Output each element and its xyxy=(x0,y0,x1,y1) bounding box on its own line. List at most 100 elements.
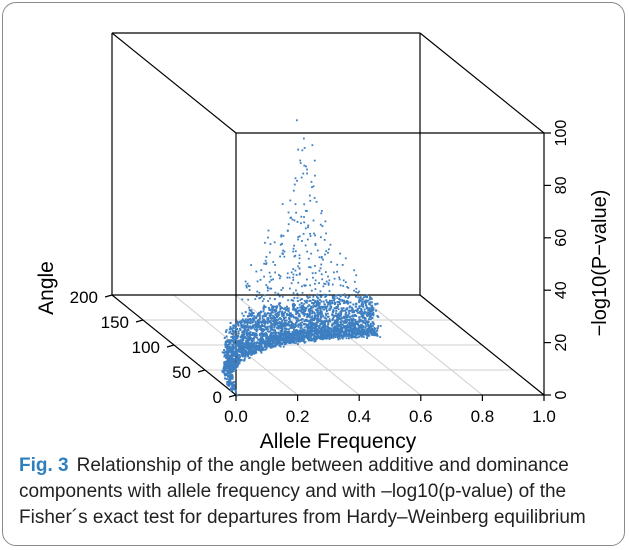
data-point xyxy=(328,318,331,321)
data-point xyxy=(279,304,281,307)
data-point xyxy=(257,322,260,325)
data-point xyxy=(234,336,237,339)
z-axis-label: −log10(P−value) xyxy=(589,190,611,337)
data-point xyxy=(331,313,333,316)
data-point xyxy=(239,322,242,325)
data-point xyxy=(351,331,353,333)
data-point xyxy=(247,285,250,287)
data-point xyxy=(226,383,229,386)
data-point xyxy=(303,341,306,344)
data-point xyxy=(311,309,314,312)
data-point xyxy=(250,326,253,329)
data-point xyxy=(223,372,226,375)
y-tick-label: 100 xyxy=(132,338,160,357)
data-point xyxy=(350,309,353,312)
data-point xyxy=(318,331,321,333)
data-point xyxy=(337,332,340,335)
data-point xyxy=(263,332,266,335)
data-point xyxy=(295,325,297,328)
data-point xyxy=(233,347,236,350)
data-point xyxy=(313,335,316,338)
data-point xyxy=(243,353,246,356)
data-point xyxy=(247,345,250,348)
data-point xyxy=(305,306,308,309)
data-point xyxy=(278,334,280,337)
data-point xyxy=(252,325,254,328)
data-point xyxy=(269,335,272,338)
data-point xyxy=(250,339,253,342)
data-point xyxy=(320,273,323,276)
data-point xyxy=(236,356,239,359)
data-point xyxy=(298,235,301,238)
data-point xyxy=(230,375,233,378)
data-point xyxy=(327,322,330,325)
data-point xyxy=(291,336,294,339)
data-point xyxy=(237,340,239,343)
data-point xyxy=(224,351,227,354)
data-point xyxy=(335,307,338,310)
data-point xyxy=(265,346,268,349)
data-point xyxy=(317,315,320,318)
data-point xyxy=(262,348,265,351)
data-point xyxy=(349,325,352,328)
data-point xyxy=(276,343,279,346)
data-point xyxy=(360,333,363,336)
data-point xyxy=(295,289,297,292)
data-point xyxy=(327,251,329,254)
data-point xyxy=(263,304,266,307)
data-point xyxy=(314,332,317,335)
data-point xyxy=(333,299,336,302)
data-point xyxy=(364,311,367,314)
data-point xyxy=(333,326,336,329)
data-point xyxy=(289,334,291,337)
data-point xyxy=(255,295,258,298)
data-point xyxy=(264,315,266,317)
data-point xyxy=(294,269,297,272)
data-point xyxy=(350,329,353,332)
data-point xyxy=(335,306,338,309)
data-point xyxy=(348,326,351,329)
data-point xyxy=(268,339,271,342)
data-point xyxy=(292,276,295,279)
data-point xyxy=(314,244,317,246)
data-point xyxy=(254,326,257,329)
data-point xyxy=(320,263,323,266)
data-point xyxy=(309,299,312,302)
data-point xyxy=(255,317,258,320)
data-point xyxy=(367,327,370,330)
data-point xyxy=(284,337,287,340)
data-point xyxy=(324,335,326,338)
data-point xyxy=(310,330,313,332)
data-point xyxy=(363,310,366,313)
data-point xyxy=(242,343,245,346)
data-point xyxy=(327,319,330,322)
data-point xyxy=(330,324,333,327)
data-point xyxy=(355,327,358,330)
data-point xyxy=(248,325,251,328)
data-point xyxy=(260,324,263,327)
data-point xyxy=(303,329,306,332)
data-point xyxy=(340,319,343,322)
data-point xyxy=(250,264,252,266)
data-point xyxy=(279,331,282,334)
data-point xyxy=(226,353,229,356)
y-tick-mark xyxy=(228,394,237,398)
data-point xyxy=(374,327,377,330)
data-point xyxy=(358,301,361,304)
data-point xyxy=(279,344,282,346)
data-point xyxy=(233,360,236,363)
data-point xyxy=(298,257,301,260)
data-point xyxy=(344,309,347,312)
data-point xyxy=(356,307,359,310)
data-point xyxy=(312,304,315,306)
data-point xyxy=(266,289,269,292)
data-point xyxy=(231,387,234,390)
data-point xyxy=(318,298,321,301)
data-point xyxy=(232,324,235,327)
data-point xyxy=(229,326,232,329)
data-point xyxy=(279,322,282,325)
data-point xyxy=(231,348,234,351)
data-point xyxy=(243,355,246,358)
data-point xyxy=(342,335,345,338)
data-point xyxy=(291,218,294,221)
